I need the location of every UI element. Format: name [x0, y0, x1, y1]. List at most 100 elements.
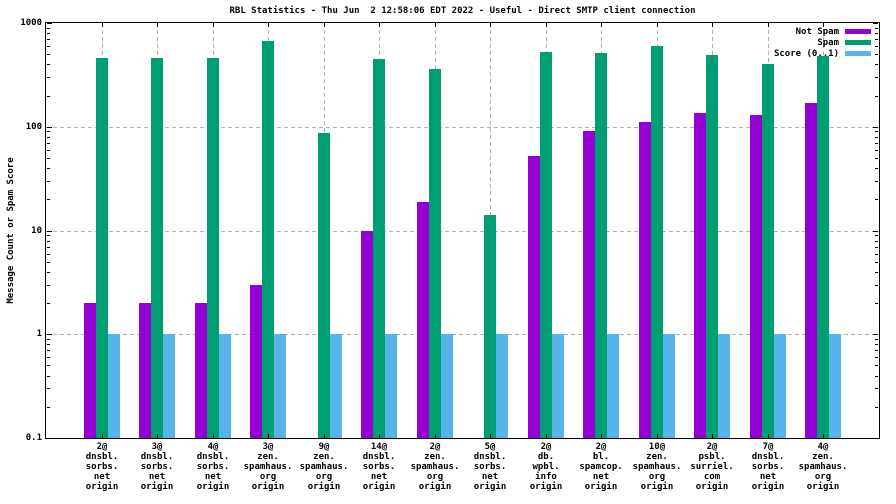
bar-score-0-1 — [219, 334, 231, 438]
x-category-line: org — [426, 472, 444, 482]
bar-spam — [262, 41, 274, 438]
y-minor-tick-left — [47, 235, 50, 236]
y-minor-tick-left — [47, 39, 50, 40]
x-tick-top — [324, 23, 325, 27]
y-major-tick-left — [47, 231, 52, 232]
y-major-tick-right — [873, 231, 878, 232]
y-minor-tick-left — [47, 168, 50, 169]
x-category-line: org — [259, 472, 277, 482]
legend-swatch-score-0-1 — [845, 51, 871, 56]
x-tick-top — [157, 23, 158, 27]
x-category-label: 2@ zen. spamhaus. org origin — [406, 442, 464, 492]
x-category-line: 3@ — [262, 442, 274, 452]
y-minor-tick-left — [47, 247, 50, 248]
y-minor-tick-right — [875, 199, 878, 200]
x-tick-bottom — [435, 434, 436, 438]
bar-score-0-1 — [663, 334, 675, 438]
x-category-line: 10@ — [648, 442, 666, 452]
x-category-label: 4@ zen. spamhaus. org origin — [794, 442, 852, 492]
bar-spam — [540, 52, 552, 438]
y-minor-tick-right — [875, 241, 878, 242]
bar-not-spam — [805, 103, 817, 438]
legend-item-not-spam: Not Spam — [796, 26, 871, 37]
y-minor-tick-left — [47, 407, 50, 408]
y-minor-tick-left — [47, 46, 50, 47]
bar-spam — [484, 215, 496, 438]
y-minor-tick-right — [875, 365, 878, 366]
x-tick-bottom — [102, 434, 103, 438]
legend-item-score-0-1: Score (0..1) — [774, 48, 871, 59]
x-category-line: net — [204, 472, 222, 482]
x-category-line: origin — [695, 482, 729, 492]
y-minor-tick-left — [47, 241, 50, 242]
y-minor-tick-left — [47, 339, 50, 340]
y-minor-tick-right — [875, 376, 878, 377]
x-category-line: 4@ — [207, 442, 219, 452]
y-major-tick-left — [47, 334, 52, 335]
x-category-line: sorbs. — [196, 462, 230, 472]
y-major-tick-left — [47, 127, 52, 128]
y-minor-tick-right — [875, 357, 878, 358]
y-minor-tick-right — [875, 272, 878, 273]
bar-score-0-1 — [274, 334, 286, 438]
x-category-line: origin — [529, 482, 563, 492]
x-category-line: origin — [640, 482, 674, 492]
bar-score-0-1 — [385, 334, 397, 438]
x-tick-bottom — [823, 434, 824, 438]
y-minor-tick-right — [875, 46, 878, 47]
x-category-line: dnsbl. — [196, 452, 230, 462]
legend-label-spam: Spam — [817, 37, 839, 48]
x-category-line: net — [592, 472, 610, 482]
y-minor-tick-right — [875, 407, 878, 408]
x-category-label: 3@ zen. spamhaus. org origin — [239, 442, 297, 492]
x-category-line: sorbs. — [473, 462, 507, 472]
x-category-line: dnsbl. — [140, 452, 174, 462]
y-minor-tick-left — [47, 365, 50, 366]
legend-swatch-spam — [845, 40, 871, 45]
x-tick-top — [490, 23, 491, 27]
y-minor-tick-left — [47, 131, 50, 132]
bar-not-spam — [750, 115, 762, 438]
x-category-line: 2@ — [429, 442, 441, 452]
y-minor-tick-left — [47, 143, 50, 144]
x-tick-top — [435, 23, 436, 27]
x-category-label: 10@ zen. spamhaus. org origin — [628, 442, 686, 492]
x-category-line: spamhaus. — [299, 462, 349, 472]
x-category-line: dnsbl. — [751, 452, 785, 462]
bar-spam — [817, 56, 829, 438]
x-tick-top — [823, 23, 824, 27]
x-tick-bottom — [546, 434, 547, 438]
x-category-line: dnsbl. — [85, 452, 119, 462]
x-tick-bottom — [157, 434, 158, 438]
x-category-line: origin — [140, 482, 174, 492]
x-category-line: dnsbl. — [362, 452, 396, 462]
x-tick-bottom — [268, 434, 269, 438]
legend-swatch-not-spam — [845, 29, 871, 34]
x-tick-bottom — [490, 434, 491, 438]
x-tick-top — [268, 23, 269, 27]
x-category-label: 2@ bl. spamcop. net origin — [572, 442, 630, 492]
x-category-line: sorbs. — [140, 462, 174, 472]
y-major-tick-left — [47, 438, 52, 439]
x-tick-top — [601, 23, 602, 27]
bar-score-0-1 — [108, 334, 120, 438]
x-category-line: spamhaus. — [243, 462, 293, 472]
x-tick-top — [657, 23, 658, 27]
legend-item-spam: Spam — [817, 37, 871, 48]
y-minor-tick-right — [875, 28, 878, 29]
bar-not-spam — [250, 285, 262, 438]
bar-score-0-1 — [441, 334, 453, 438]
bar-score-0-1 — [163, 334, 175, 438]
x-category-label: 14@ dnsbl. sorbs. net origin — [350, 442, 408, 492]
x-tick-bottom — [768, 434, 769, 438]
y-minor-tick-right — [875, 303, 878, 304]
x-category-line: 3@ — [151, 442, 163, 452]
y-minor-tick-right — [875, 344, 878, 345]
y-tick-label: 1 — [36, 329, 42, 339]
x-tick-top — [102, 23, 103, 27]
x-category-label: 2@ psbl. surriel. com origin — [683, 442, 741, 492]
x-tick-top — [379, 23, 380, 27]
y-major-tick-right — [873, 438, 878, 439]
y-minor-tick-right — [875, 388, 878, 389]
y-tick-label: 10 — [31, 226, 42, 236]
